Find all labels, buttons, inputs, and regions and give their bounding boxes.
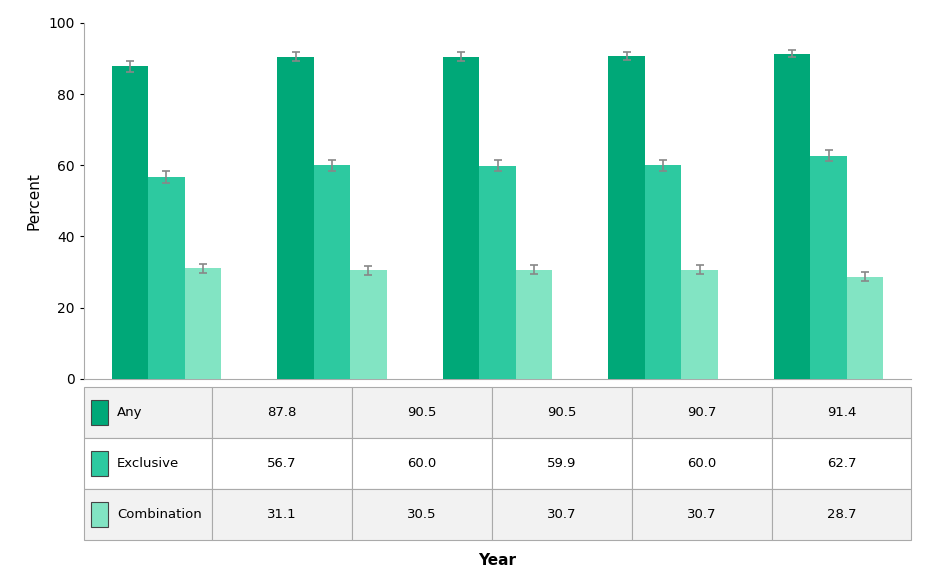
Text: 62.7: 62.7: [827, 457, 857, 470]
Bar: [492, 489, 631, 540]
Text: 30.7: 30.7: [547, 508, 577, 521]
Bar: [772, 438, 911, 489]
Text: 90.7: 90.7: [687, 406, 716, 419]
Text: 30.5: 30.5: [407, 508, 436, 521]
Text: Any: Any: [117, 406, 142, 419]
Bar: [112, 67, 148, 379]
Bar: [84, 438, 212, 489]
Bar: [148, 177, 185, 379]
Bar: [644, 165, 682, 379]
Bar: [847, 277, 884, 379]
Text: 30.7: 30.7: [687, 508, 716, 521]
Bar: [631, 489, 772, 540]
Bar: [479, 166, 516, 379]
Bar: [772, 387, 911, 438]
Bar: [212, 438, 352, 489]
Bar: [91, 451, 108, 476]
Y-axis label: Percent: Percent: [26, 172, 41, 230]
Text: 60.0: 60.0: [687, 457, 716, 470]
Text: Combination: Combination: [117, 508, 202, 521]
Bar: [516, 270, 552, 379]
Bar: [631, 387, 772, 438]
Bar: [492, 387, 631, 438]
Bar: [352, 438, 492, 489]
Bar: [810, 156, 847, 379]
Bar: [212, 387, 352, 438]
Bar: [631, 438, 772, 489]
Bar: [91, 400, 108, 425]
Bar: [212, 489, 352, 540]
Text: 90.5: 90.5: [407, 406, 436, 419]
Bar: [352, 387, 492, 438]
Text: 60.0: 60.0: [407, 457, 436, 470]
Bar: [772, 489, 911, 540]
Text: 56.7: 56.7: [267, 457, 297, 470]
Bar: [84, 387, 212, 438]
Bar: [91, 502, 108, 527]
Bar: [492, 438, 631, 489]
Bar: [185, 268, 221, 379]
Bar: [351, 270, 387, 379]
Bar: [352, 489, 492, 540]
Bar: [443, 57, 479, 379]
Text: 31.1: 31.1: [267, 508, 297, 521]
Text: 59.9: 59.9: [547, 457, 577, 470]
Text: 90.5: 90.5: [547, 406, 577, 419]
Text: 87.8: 87.8: [267, 406, 297, 419]
Text: 91.4: 91.4: [827, 406, 857, 419]
Bar: [313, 165, 351, 379]
Bar: [84, 489, 212, 540]
Text: 28.7: 28.7: [827, 508, 857, 521]
Bar: [682, 270, 718, 379]
Bar: [608, 56, 644, 379]
Text: Exclusive: Exclusive: [117, 457, 179, 470]
Bar: [277, 57, 313, 379]
Text: Year: Year: [479, 553, 516, 568]
Bar: [774, 53, 810, 379]
